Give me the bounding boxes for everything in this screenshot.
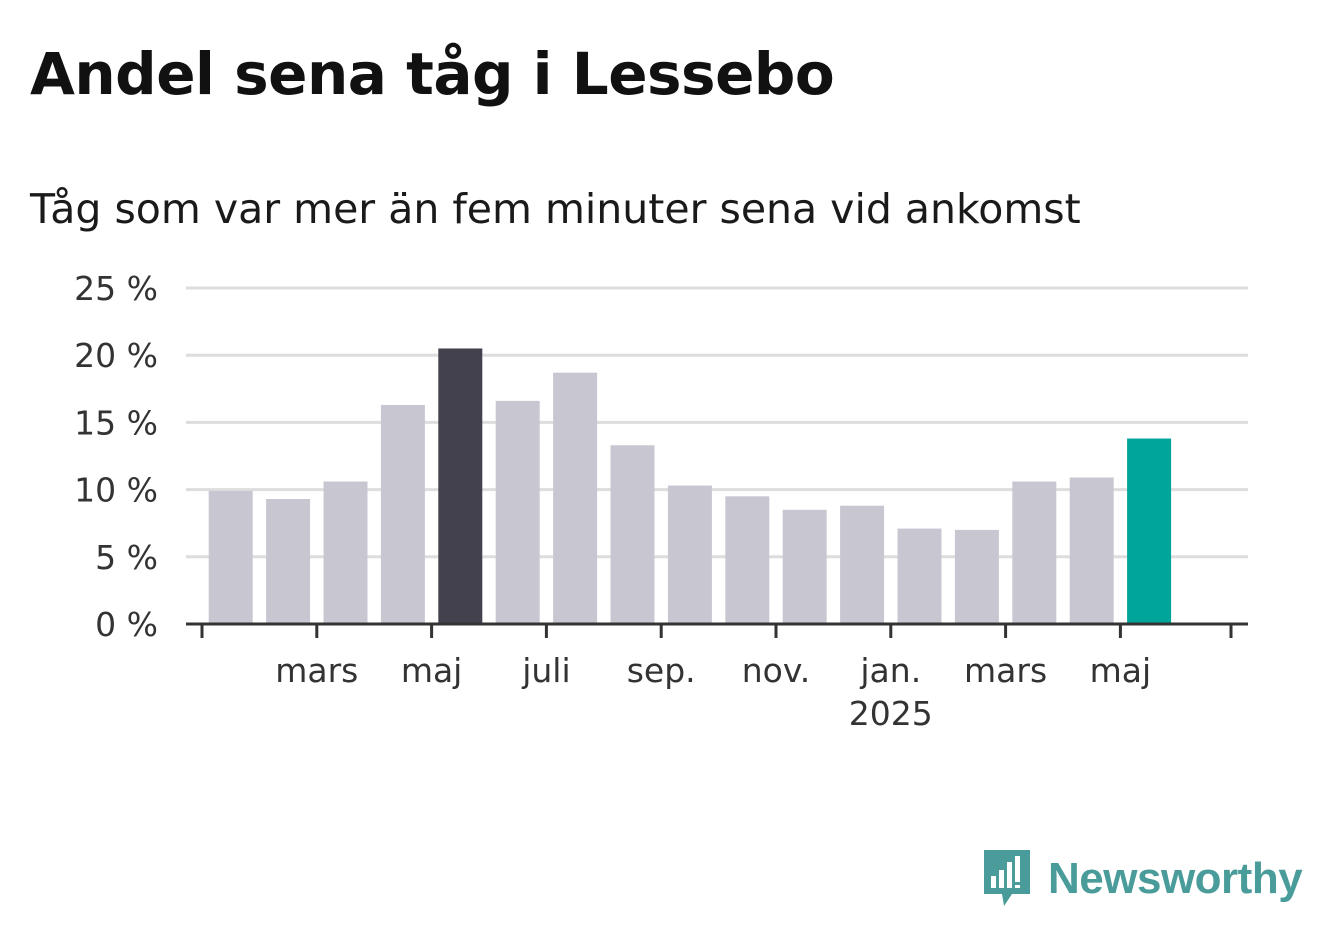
y-tick-label: 20 % xyxy=(74,336,158,375)
x-tick-label: sep. xyxy=(627,651,696,690)
y-tick-label: 5 % xyxy=(95,538,158,577)
chart-title: Andel sena tåg i Lessebo xyxy=(30,40,835,108)
bar xyxy=(840,505,885,624)
bar xyxy=(1069,477,1114,624)
bars xyxy=(208,348,1172,624)
x-tick-label: juli xyxy=(521,651,570,690)
y-tick-label: 15 % xyxy=(74,403,158,442)
bar xyxy=(782,509,827,624)
x-axis: mars maj juli sep. nov. jan. 2025 mars maj xyxy=(186,622,1248,733)
bar xyxy=(380,404,425,624)
bar xyxy=(610,445,655,624)
chart-subtitle: Tåg som var mer än fem minuter sena vid … xyxy=(30,185,1081,233)
bar xyxy=(1127,438,1172,624)
x-tick-label: mars xyxy=(964,651,1047,690)
x-tick-label: nov. xyxy=(742,651,811,690)
x-tick-label: mars xyxy=(275,651,358,690)
bar xyxy=(495,400,540,624)
bar xyxy=(725,496,770,624)
bar xyxy=(323,481,368,624)
x-tick-label: maj xyxy=(1090,651,1152,690)
y-tick-label: 10 % xyxy=(74,471,158,510)
bar xyxy=(438,348,483,624)
x-tick-label: jan. 2025 xyxy=(849,651,933,733)
y-axis-tick-labels: 0 % 5 % 10 % 15 % 20 % 25 % xyxy=(74,269,158,644)
x-tick-label: maj xyxy=(401,651,463,690)
bar xyxy=(266,499,311,624)
y-tick-label: 0 % xyxy=(95,605,158,644)
bar xyxy=(1012,481,1057,624)
bar-chart-speech-bubble-icon xyxy=(984,850,1030,906)
bar xyxy=(897,528,942,624)
brand-name: Newsworthy xyxy=(1048,854,1303,903)
bar xyxy=(954,529,999,624)
y-tick-label: 25 % xyxy=(74,269,158,308)
bar xyxy=(208,490,253,624)
bar xyxy=(553,372,598,624)
newsworthy-logo: Newsworthy xyxy=(982,848,1303,910)
bar xyxy=(667,485,712,624)
